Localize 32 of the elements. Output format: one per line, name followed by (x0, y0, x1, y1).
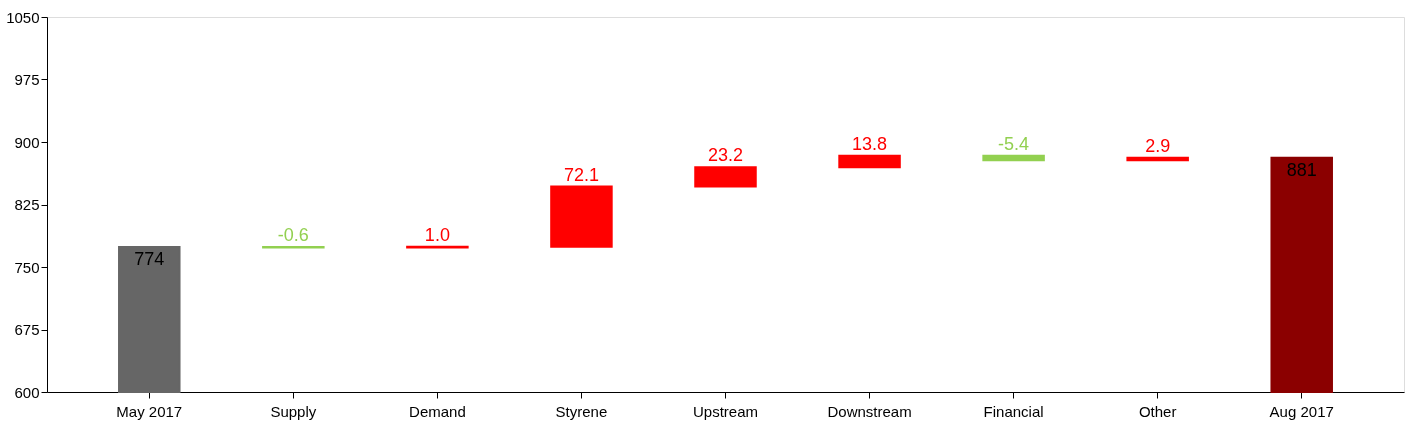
bar (118, 246, 181, 393)
data-label: 881 (1286, 159, 1317, 180)
bar (1126, 156, 1189, 162)
bar (1270, 156, 1333, 393)
bar (982, 154, 1045, 162)
data-label: 1.0 (424, 224, 450, 245)
y-tick-label: 825 (14, 196, 40, 213)
bar (694, 166, 757, 188)
y-tick-label: 975 (14, 71, 40, 88)
data-label: -0.6 (277, 225, 309, 245)
data-label: -5.4 (998, 133, 1030, 154)
x-tick-label: Financial (983, 402, 1044, 420)
data-label: 2.9 (1145, 135, 1171, 156)
x-tick-label: Downstream (827, 402, 912, 420)
y-tick-label: 900 (14, 133, 40, 151)
bar (550, 185, 613, 248)
data-label: 13.8 (852, 133, 888, 154)
x-tick-label: Other (1138, 402, 1177, 420)
x-tick-label: Demand (409, 402, 466, 420)
x-tick-label: Aug 2017 (1269, 402, 1334, 420)
y-tick-label: 600 (14, 383, 40, 401)
x-tick-label: May 2017 (116, 402, 183, 420)
y-tick-label: 675 (14, 321, 40, 338)
y-tick-label: 1050 (6, 8, 40, 26)
bar (838, 154, 901, 169)
x-tick-label: Styrene (555, 402, 608, 420)
y-tick-label: 750 (14, 258, 40, 276)
x-tick-label: Upstream (692, 402, 759, 420)
data-label: 774 (134, 249, 165, 269)
data-label: 72.1 (563, 164, 599, 185)
data-label: 23.2 (707, 145, 744, 166)
x-tick-label: Supply (270, 402, 317, 420)
